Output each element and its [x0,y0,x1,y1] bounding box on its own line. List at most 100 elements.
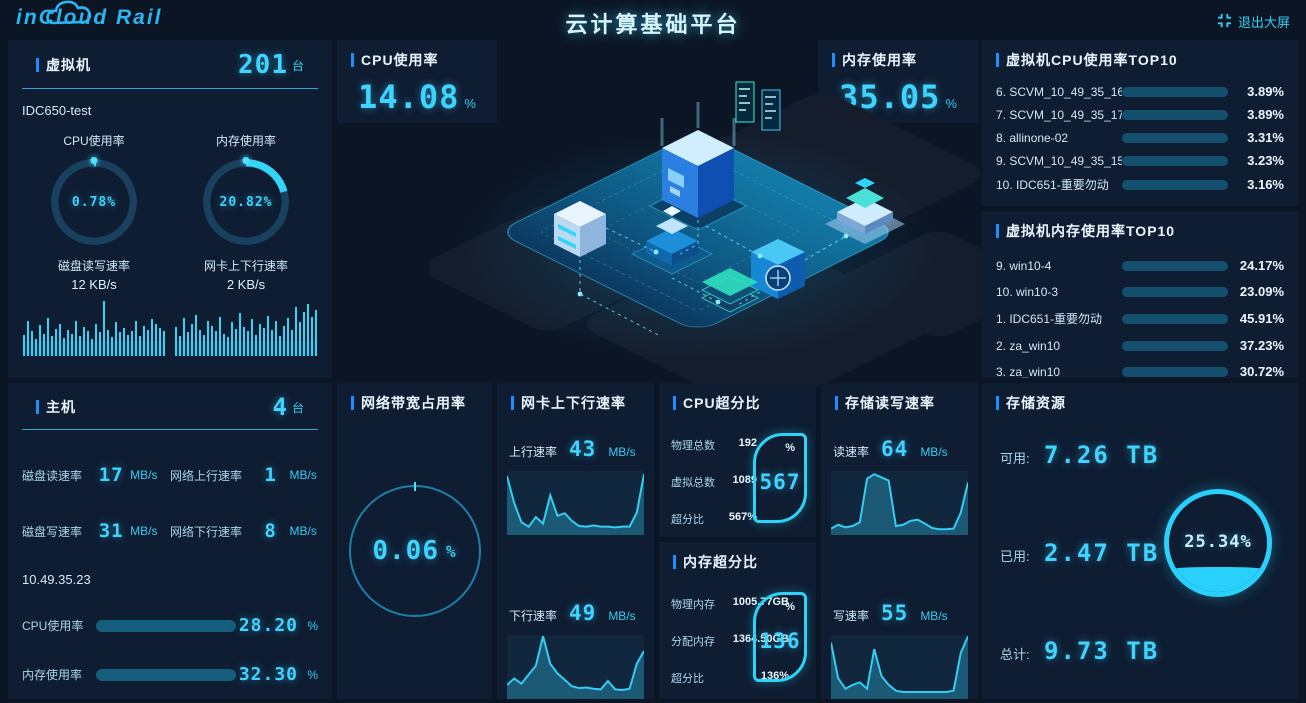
storage-used-value: 2.47 TB [1044,539,1160,567]
cpu-top10-title: 虚拟机CPU使用率TOP10 [1006,52,1178,68]
page-title: 云计算基础平台 [565,12,741,37]
host-stat-row: 磁盘读速率 17 MB/s 网络上行速率 1 MB/s [22,464,317,486]
mem-usage-panel: 内存使用率 35.05 % [818,40,978,123]
top10-bar [1122,179,1228,190]
nic-down-block: 下行速率 49 MB/s [497,601,654,699]
storage-used-row: 已用: 2.47 TB [1000,539,1160,567]
ratio-row: 物理总数 192 [671,437,757,452]
ring-start-dot [242,157,250,164]
net-up-value: 1 [264,464,277,486]
top10-row: 2. za_win10 37.23% [996,338,1284,353]
disk-rate-label: 磁盘读写速率 [57,259,130,273]
host-panel: 主机 4 台 磁盘读速率 17 MB/s 网络上行速率 1 MB/s 磁盘写速率… [8,383,332,699]
host-cpu-bar [96,619,236,632]
top10-bar [1122,260,1228,271]
cloud-icon [44,0,96,31]
top10-row: 6. SCVM_10_49_35_16 3.89% [996,84,1284,99]
collapse-icon [1217,13,1232,31]
top10-row: 3. za_win10 30.72% [996,364,1284,378]
vm-cpu-ring-gauge: 0.78% [51,157,137,245]
nic-rate-label: 网卡上下行速率 [203,259,288,273]
vm-host-name: IDC650-test [22,103,92,118]
storage-write-chart [831,635,968,699]
top10-row: 1. IDC651-重要勿动 45.91% [996,311,1284,326]
storage-available-value: 7.26 TB [1044,441,1160,469]
storage-usage-gauge: 25.34% [1164,489,1272,597]
storage-total-row: 总计: 9.73 TB [1000,637,1160,665]
top10-row: 8. allinone-02 3.31% [996,130,1284,145]
cpu-ratio-badge-value: 567 [759,470,801,494]
host-cpu-value: 28.20 [238,615,298,636]
storage-read-value: 64 [881,437,909,461]
vm-cpu-ring-value: 0.78% [71,194,117,210]
bandwidth-title: 网络带宽占用率 [361,395,466,411]
nic-rate-value: 2 KB/s [226,277,266,292]
nic-down-value: 49 [569,601,597,625]
ratio-row: 分配内存 1364.50GB [671,633,789,648]
mem-ratio-badge: % 136 [753,592,807,682]
header: inCloud Rail 云计算基础平台 退出大屏 [0,0,1306,38]
host-count: 4 [272,393,288,421]
mem-overcommit-panel: 内存超分比 物理内存 1005.77GB 分配内存 1364.50GB 超分比 136… [659,542,816,699]
disk-rate-sparkline [23,300,165,356]
cpu-ratio-title: CPU超分比 [683,395,761,411]
vm-count-unit: 台 [291,58,304,73]
ring-start-dot [90,157,98,164]
net-down-value: 8 [264,520,277,542]
disk-rate-value: 12 KB/s [71,277,117,292]
nic-rate-sparkline [175,300,317,356]
storage-write-block: 写速率 55 MB/s [821,601,978,699]
vm-cpu-top10-panel: 虚拟机CPU使用率TOP10 6. SCVM_10_49_35_16 3.89% … [982,40,1298,206]
nic-rate-panel: 网卡上下行速率 上行速率 43 MB/s 下行速率 49 MB/s [497,383,654,699]
vm-panel: 虚拟机 201 台 IDC650-test CPU使用率 0.78% 磁盘读写速… [8,40,332,378]
vm-mem-column: 内存使用率 20.82% 网卡上下行速率 2 KB/s [171,126,321,356]
top10-bar [1122,132,1228,143]
bandwidth-gauge: 0.06 % [348,485,481,617]
mem-usage-value: 35.05 [839,78,941,116]
nic-up-value: 43 [569,437,597,461]
top10-bar [1122,340,1228,351]
storage-title: 存储资源 [1006,395,1066,411]
nic-rate-title: 网卡上下行速率 [521,395,626,411]
vm-mem-ring-gauge: 20.82% [203,157,289,245]
ratio-row: 超分比 567% [671,511,757,526]
brand-logo: inCloud Rail [16,0,163,30]
bandwidth-value: 0.06 [372,536,439,566]
title-tick [36,58,39,72]
disk-write-value: 31 [98,520,124,542]
disk-read-value: 17 [98,464,124,486]
top10-row: 9. win10-4 24.17% [996,258,1284,273]
exit-fullscreen-label: 退出大屏 [1237,15,1290,30]
top10-row: 7. SCVM_10_49_35_17 3.89% [996,107,1284,122]
vm-cpu-column: CPU使用率 0.78% 磁盘读写速率 12 KB/s [19,126,169,356]
top10-bar [1122,313,1228,324]
cpu-ratio-badge: % 567 [753,433,807,523]
exit-fullscreen-button[interactable]: 退出大屏 [1217,12,1290,31]
storage-rate-title: 存储读写速率 [845,395,935,411]
storage-read-chart [831,471,968,535]
host-count-unit: 台 [291,400,304,415]
top10-row: 10. IDC651-重要勿动 3.16% [996,177,1284,192]
top10-bar [1122,286,1228,297]
top10-row: 9. SCVM_10_49_35_15 3.23% [996,153,1284,168]
vm-cpu-gauge-label: CPU使用率 [63,134,125,148]
cpu-usage-unit: % [464,96,476,111]
top10-row: 10. win10-3 23.09% [996,284,1284,299]
top10-bar [1122,155,1228,166]
host-stat-row: 磁盘写速率 31 MB/s 网络下行速率 8 MB/s [22,520,317,542]
nic-down-chart [507,635,644,699]
host-cpu-bar-row: CPU使用率 28.20 % [22,615,318,636]
bandwidth-panel: 网络带宽占用率 0.06 % [337,383,492,699]
bandwidth-unit: % [445,541,457,561]
vm-count: 201 [238,50,288,80]
host-ip: 10.49.35.23 [22,572,91,587]
mem-ratio-title: 内存超分比 [683,554,758,570]
storage-rate-panel: 存储读写速率 读速率 64 MB/s 写速率 55 MB/s [821,383,978,699]
mem-usage-title: 内存使用率 [842,52,917,68]
host-mem-value: 32.30 [238,664,298,685]
cpu-usage-panel: CPU使用率 14.08 % [337,40,497,123]
host-mem-bar-row: 内存使用率 32.30 % [22,664,318,685]
ratio-row: 虚拟总数 1089 [671,474,757,489]
host-mem-bar [96,668,236,681]
